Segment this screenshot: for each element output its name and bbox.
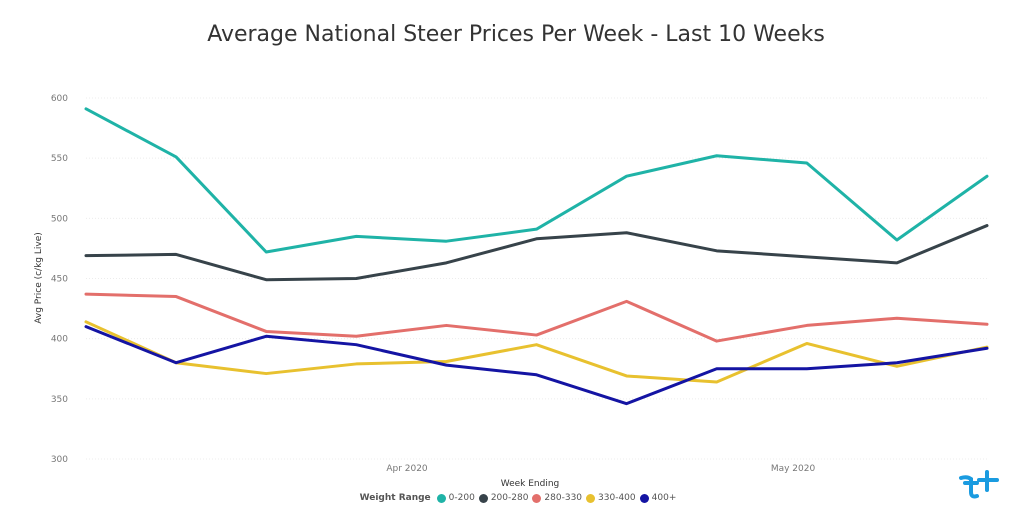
series-line-400plus[interactable] [84, 325, 989, 406]
legend-dot-icon [639, 493, 649, 503]
series-lines [84, 107, 989, 406]
x-axis-label: Week Ending [501, 479, 560, 489]
legend-dot-icon [436, 493, 446, 503]
series-line-0-200[interactable] [84, 107, 989, 254]
legend-title: Weight Range [359, 493, 431, 503]
chart-title: Average National Steer Prices Per Week -… [207, 22, 825, 47]
legend-item-400plus[interactable]: 400+ [639, 493, 677, 503]
legend-dot-icon [586, 493, 596, 503]
legend-label: 0-200 [448, 493, 475, 503]
legend-label: 200-280 [490, 493, 529, 503]
legend-label: 330-400 [598, 493, 636, 503]
legend-item-200-280[interactable]: 200-280 [478, 493, 529, 503]
legend-dot-icon [478, 493, 488, 503]
y-tick-label: 400 [51, 335, 68, 345]
legend-item-330-400[interactable]: 330-400 [586, 493, 636, 503]
y-tick-label: 500 [51, 214, 68, 224]
legend: Weight Range 0-200 200-280 280-330 330-400 4… [0, 493, 1024, 503]
legend-item-0-200[interactable]: 0-200 [436, 493, 475, 503]
y-tick-label: 450 [51, 275, 68, 285]
y-tick-label: 600 [51, 94, 68, 104]
x-axis-ticks: Apr 2020 May 2020 [386, 464, 815, 474]
y-tick-label: 550 [51, 154, 68, 164]
legend-dot-icon [532, 493, 542, 503]
series-line-200-280[interactable] [84, 224, 989, 282]
brand-logo-icon [959, 470, 999, 499]
y-axis-ticks: 600 550 500 450 400 350 300 [51, 94, 68, 465]
y-axis-label: Avg Price (c/kg Live) [34, 232, 44, 324]
x-tick-label: Apr 2020 [386, 464, 428, 474]
legend-item-280-330[interactable]: 280-330 [532, 493, 582, 503]
y-tick-label: 350 [51, 395, 68, 405]
y-tick-label: 300 [51, 455, 68, 465]
legend-label: 400+ [651, 493, 677, 503]
series-line-330-400[interactable] [84, 320, 989, 384]
legend-label: 280-330 [544, 493, 583, 503]
x-tick-label: May 2020 [771, 464, 816, 474]
gridlines [86, 97, 987, 460]
series-line-280-330[interactable] [84, 292, 989, 343]
